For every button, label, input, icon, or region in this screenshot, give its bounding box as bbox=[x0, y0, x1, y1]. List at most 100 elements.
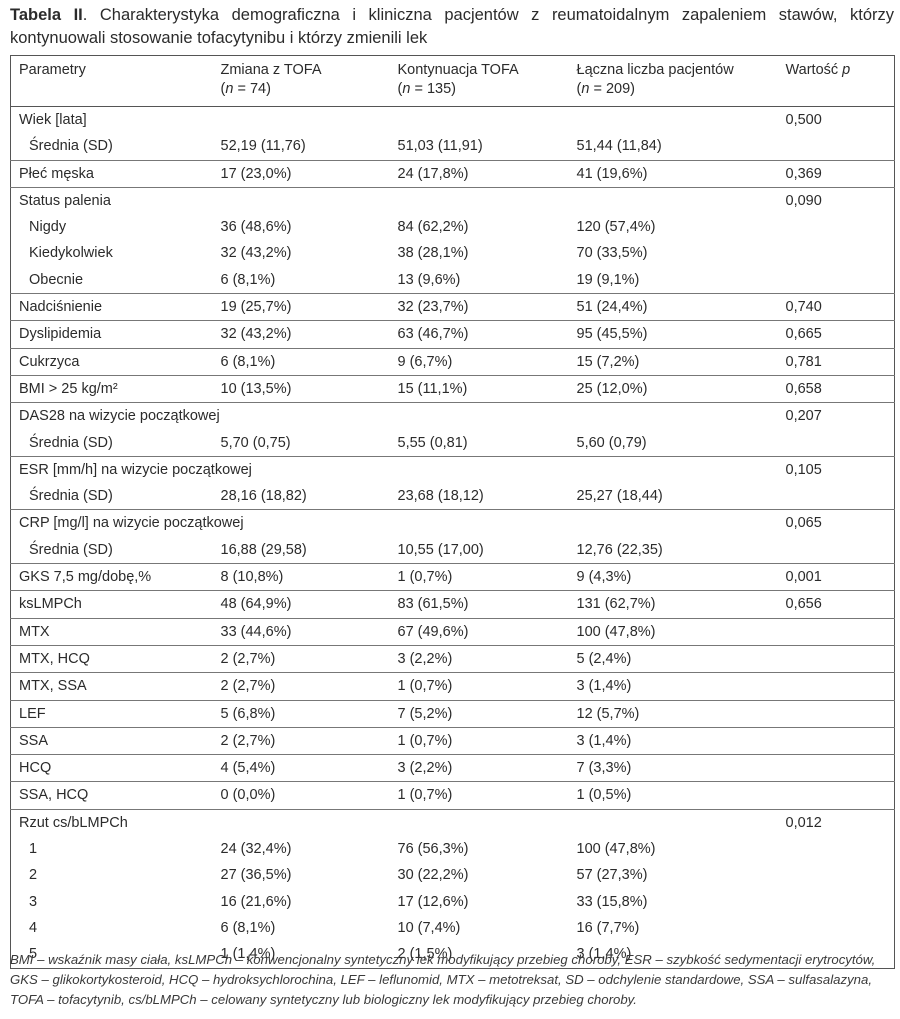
table: Parametry Zmiana z TOFA ( n = 74) Kontynuacj… bbox=[10, 55, 895, 969]
table-cell bbox=[568, 106, 778, 134]
table-cell: 24 (32,4%) bbox=[220, 841, 292, 858]
table-row: Dyslipidemia 32 (43,2%) 63 (46,7%) 95 (45,5… bbox=[10, 320, 895, 349]
header-line: Łączna liczba pacjentów bbox=[577, 61, 778, 80]
table-cell: 6 (8,1%) bbox=[220, 271, 276, 288]
table-cell bbox=[389, 509, 569, 537]
table-cell: 0,001 bbox=[777, 563, 895, 591]
table-row: Średnia (SD) 28,16 (18,82) 23,68 (18,12) 25… bbox=[11, 483, 895, 510]
caption-label: Tabela II bbox=[10, 6, 83, 24]
header-text: ( bbox=[576, 81, 582, 97]
table-cell bbox=[777, 781, 895, 810]
row-label: SSA bbox=[10, 726, 213, 755]
table-row: Status palenia 0,090 bbox=[10, 186, 895, 215]
row-label: 4 bbox=[29, 919, 38, 936]
row-label: Nigdy bbox=[29, 219, 67, 236]
table-cell bbox=[778, 133, 895, 160]
header-text: Zmiana z TOFA bbox=[220, 62, 322, 78]
table-row: Obecnie 6 (8,1%) 13 (9,6%) 19 (9,1%) bbox=[11, 267, 895, 294]
header-cell: Kontynuacja TOFA (n = 135) bbox=[389, 55, 569, 107]
table-cell: 2 (2,7%) bbox=[212, 644, 390, 673]
table-cell: 5,60 (0,79) bbox=[576, 434, 647, 451]
table-cell: 24 (17,8%) bbox=[389, 159, 569, 188]
table-cell: 57 (27,3%) bbox=[576, 867, 648, 884]
table-cell bbox=[777, 672, 895, 701]
table-cell: 5 (2,4%) bbox=[568, 644, 778, 673]
table-row: Cukrzyca 6 (8,1%) 9 (6,7%) 15 (7,2%) 0,781 bbox=[10, 347, 895, 376]
table-cell bbox=[777, 617, 895, 646]
header-text: Kontynuacja TOFA bbox=[397, 62, 519, 78]
header-text: p bbox=[842, 62, 851, 78]
table-cell: 17 (12,6%) bbox=[397, 893, 469, 910]
table-cell: 3 (2,2%) bbox=[389, 754, 569, 782]
table-cell: 38 (28,1%) bbox=[397, 245, 469, 262]
table-cell: 6 (8,1%) bbox=[220, 919, 276, 936]
table-cell bbox=[778, 836, 895, 862]
table-cell: 95 (45,5%) bbox=[568, 320, 778, 349]
table-cell: 9 (4,3%) bbox=[568, 563, 778, 591]
table-row: Średnia (SD) 5,70 (0,75) 5,55 (0,81) 5,60 (… bbox=[11, 430, 895, 457]
table-cell bbox=[778, 862, 895, 888]
row-label: LEF bbox=[10, 699, 213, 728]
table-cell: 6 (8,1%) bbox=[212, 347, 390, 376]
table-cell: 2 (2,7%) bbox=[212, 672, 390, 701]
table-cell: 0 (0,0%) bbox=[212, 781, 390, 810]
row-label: Dyslipidemia bbox=[10, 320, 213, 349]
table-cell: 5,55 (0,81) bbox=[397, 434, 468, 451]
table-cell: 9 (6,7%) bbox=[389, 347, 569, 376]
table-cell: 32 (43,2%) bbox=[212, 320, 390, 349]
table-cell: 0,207 bbox=[777, 402, 895, 430]
table-cell: 3 (1,4%) bbox=[568, 726, 778, 755]
table-row: SSA, HCQ 0 (0,0%) 1 (0,7%) 1 (0,5%) bbox=[10, 781, 895, 810]
table-row: Nigdy 36 (48,6%) 84 (62,2%) 120 (57,4%) bbox=[11, 214, 895, 240]
table-cell: 120 (57,4%) bbox=[576, 219, 656, 236]
table-row: Płeć męska 17 (23,0%) 24 (17,8%) 41 (19,6%)… bbox=[10, 159, 895, 188]
table-cell bbox=[389, 186, 569, 215]
table-cell bbox=[777, 644, 895, 673]
table-cell: 25 (12,0%) bbox=[568, 374, 778, 403]
table-row: Kiedykolwiek 32 (43,2%) 38 (28,1%) 70 (33,5… bbox=[11, 240, 895, 266]
header-text: Parametry bbox=[19, 62, 86, 78]
table-row: ksLMPCh 48 (64,9%) 83 (61,5%) 131 (62,7%) 0,… bbox=[10, 590, 895, 619]
table-cell bbox=[778, 240, 895, 266]
table-cell: 0,500 bbox=[777, 106, 895, 134]
row-label: DAS28 na wizycie początkowej bbox=[10, 402, 220, 430]
table-cell: 48 (64,9%) bbox=[212, 590, 390, 619]
header-text: = 74) bbox=[233, 81, 271, 97]
header-cell: Parametry bbox=[10, 55, 213, 107]
table-cell bbox=[778, 537, 895, 564]
table-cell: 16 (7,7%) bbox=[576, 919, 640, 936]
table-cell: 100 (47,8%) bbox=[576, 841, 656, 858]
table-row: MTX, HCQ 2 (2,7%) 3 (2,2%) 5 (2,4%) bbox=[10, 644, 895, 673]
table-cell: 33 (15,8%) bbox=[576, 893, 648, 910]
table-cell: 16 (21,6%) bbox=[220, 893, 292, 910]
row-label: Wiek [lata] bbox=[10, 106, 213, 134]
table-cell bbox=[212, 186, 390, 215]
table-cell: 1 (0,7%) bbox=[389, 781, 569, 810]
table-cell: 0,065 bbox=[777, 509, 895, 537]
caption: Tabela II. Charakterystyka demograficzna… bbox=[10, 4, 894, 50]
table-cell: 51,03 (11,91) bbox=[397, 138, 483, 155]
table-row: MTX 33 (44,6%) 67 (49,6%) 100 (47,8%) bbox=[10, 617, 895, 646]
header-line: (n = 135) bbox=[398, 80, 569, 99]
table-row: Wiek [lata] 0,500 bbox=[10, 106, 895, 134]
table-cell: 10 (13,5%) bbox=[212, 374, 390, 403]
table-cell: 52,19 (11,76) bbox=[220, 138, 306, 155]
table-cell: 0,740 bbox=[777, 293, 895, 321]
table-row: BMI > 25 kg/m² 10 (13,5%) 15 (11,1%) 25 (12… bbox=[10, 374, 895, 403]
header-row: Parametry Zmiana z TOFA ( n = 74) Kontynuacj… bbox=[10, 55, 895, 107]
table-cell bbox=[212, 106, 390, 134]
table-cell: 12 (5,7%) bbox=[568, 699, 778, 728]
table-cell bbox=[212, 455, 390, 484]
row-label: MTX, HCQ bbox=[10, 644, 213, 673]
table-cell: 100 (47,8%) bbox=[568, 617, 778, 646]
table-cell: 10 (7,4%) bbox=[397, 919, 461, 936]
table-cell: 27 (36,5%) bbox=[220, 867, 292, 884]
table-cell: 41 (19,6%) bbox=[568, 159, 778, 188]
table-row: Średnia (SD) 52,19 (11,76) 51,03 (11,91) 51… bbox=[11, 133, 895, 160]
table-cell: 32 (43,2%) bbox=[220, 245, 292, 262]
header-text: n bbox=[225, 81, 234, 97]
table-cell: 0,369 bbox=[777, 159, 895, 188]
table-cell bbox=[212, 808, 390, 837]
row-label: Obecnie bbox=[29, 271, 84, 288]
